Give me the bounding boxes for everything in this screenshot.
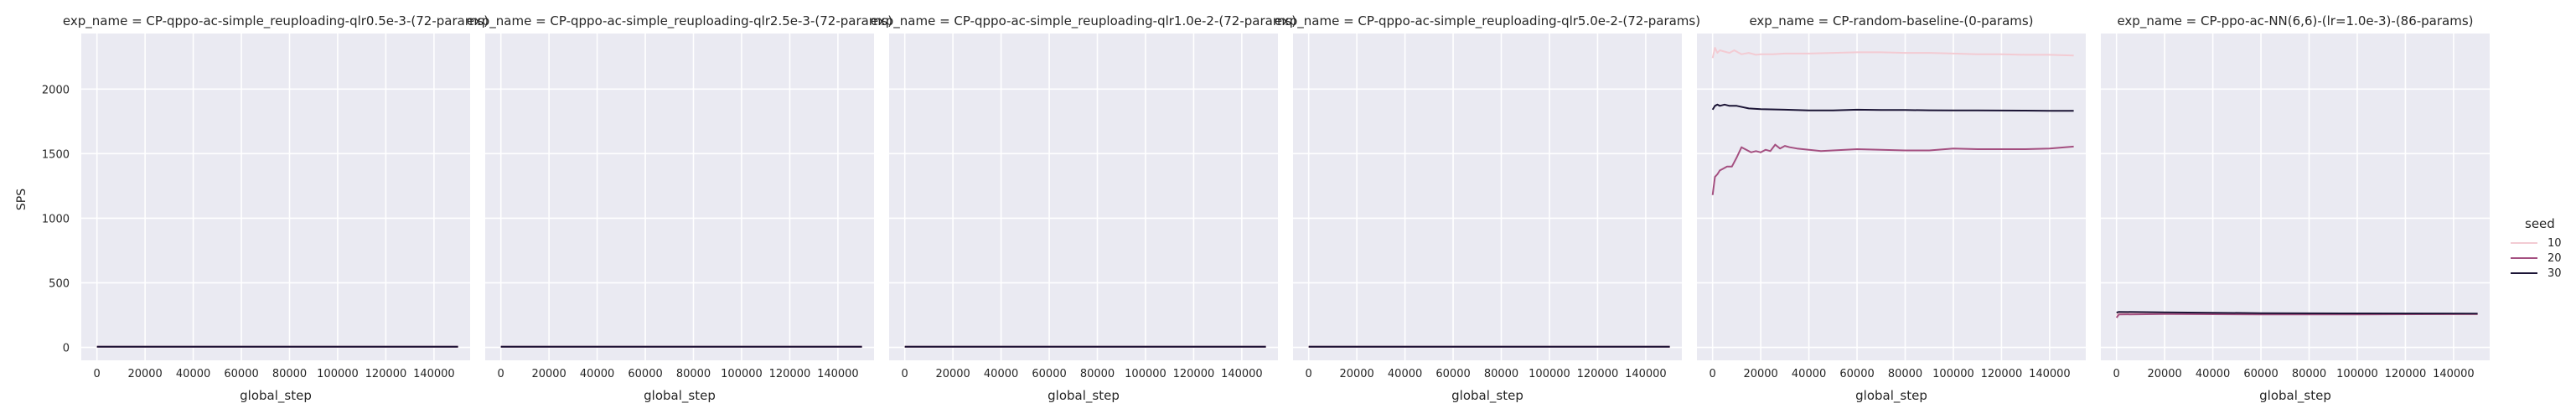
plot-area: [889, 34, 1278, 360]
series-line-seed-20: [1711, 143, 2074, 195]
x-tick-label: 120000: [769, 368, 811, 380]
x-tick-label: 80000: [2292, 368, 2326, 380]
x-tick-label: 0: [1306, 368, 1312, 380]
x-axis-label: global_step: [1047, 388, 1120, 404]
x-tick-label: 140000: [817, 368, 859, 380]
panel-title: exp_name = CP-qppo-ac-simple_reuploading…: [871, 13, 1296, 29]
x-tick-label: 20000: [1339, 368, 1373, 380]
x-axis-label: global_step: [644, 388, 716, 404]
plot-area: [1293, 34, 1682, 360]
x-axis-label: global_step: [2259, 388, 2331, 404]
x-tick-label: 100000: [721, 368, 763, 380]
legend-label: 20: [2548, 252, 2562, 265]
panel-title: exp_name = CP-qppo-ac-simple_reuploading…: [467, 13, 892, 29]
x-tick-label: 80000: [1080, 368, 1115, 380]
x-tick-label: 80000: [676, 368, 711, 380]
y-tick-label: 500: [49, 278, 70, 291]
x-tick-label: 60000: [224, 368, 258, 380]
x-tick-label: 120000: [365, 368, 407, 380]
x-tick-label: 140000: [1221, 368, 1263, 380]
legend: seed 10 20 30: [2511, 216, 2562, 280]
facet-panel: 0 20000 40000 60000 80000 100000 120000 140000 e…: [1697, 13, 2086, 404]
series-line-seed-10: [1711, 47, 2074, 59]
x-tick-label: 0: [2113, 368, 2120, 380]
plot-area: [485, 34, 874, 360]
x-tick-label: 60000: [1435, 368, 1470, 380]
x-tick-label: 60000: [628, 368, 662, 380]
plot-area: [1697, 34, 2086, 360]
x-axis-label: global_step: [1855, 388, 1927, 404]
x-tick-label: 100000: [1932, 368, 1974, 380]
x-tick-label: 80000: [1888, 368, 1922, 380]
x-tick-label: 80000: [1484, 368, 1518, 380]
legend-entries: 10 20 30: [2511, 237, 2562, 280]
series-line-seed-30: [2116, 311, 2478, 315]
y-axis-label: SPS: [15, 189, 28, 210]
panel-title: exp_name = CP-random-baseline-(0-params): [1749, 13, 2033, 29]
x-tick-label: 40000: [984, 368, 1018, 380]
facet-panel: 0 20000 40000 60000 80000 100000 120000 140000 e…: [467, 13, 892, 404]
x-tick-label: 140000: [2029, 368, 2071, 380]
x-tick-label: 0: [94, 368, 101, 380]
x-tick-label: 100000: [317, 368, 359, 380]
x-tick-label: 120000: [2385, 368, 2427, 380]
series-line-seed-20: [2115, 313, 2478, 318]
legend-label: 30: [2548, 267, 2562, 280]
x-axis-label: global_step: [1451, 388, 1523, 404]
x-tick-label: 100000: [1125, 368, 1166, 380]
x-tick-label: 120000: [1577, 368, 1619, 380]
x-tick-label: 60000: [1839, 368, 1874, 380]
plot-area: [2101, 34, 2490, 360]
x-tick-label: 0: [1710, 368, 1716, 380]
panel-title: exp_name = CP-ppo-ac-NN(6,6)-(lr=1.0e-3)…: [2117, 13, 2473, 29]
x-tick-label: 60000: [1032, 368, 1066, 380]
series-line-seed-30: [1711, 103, 2074, 112]
legend-label: 10: [2548, 237, 2562, 250]
x-tick-label: 20000: [1743, 368, 1777, 380]
y-tick-label: 0: [63, 343, 70, 355]
x-tick-label: 20000: [127, 368, 162, 380]
y-tick-label: 1500: [42, 148, 70, 161]
panel-title: exp_name = CP-qppo-ac-simple_reuploading…: [63, 13, 489, 29]
x-tick-label: 40000: [1388, 368, 1422, 380]
x-tick-label: 140000: [2433, 368, 2475, 380]
x-tick-label: 100000: [1529, 368, 1570, 380]
x-tick-label: 0: [498, 368, 504, 380]
x-tick-label: 40000: [580, 368, 614, 380]
facet-panel: 0 20000 40000 60000 80000 100000 120000 140000 e…: [2101, 13, 2490, 404]
x-tick-label: 60000: [2243, 368, 2278, 380]
x-tick-label: 120000: [1981, 368, 2023, 380]
x-tick-label: 100000: [2336, 368, 2378, 380]
y-tick-label: 1000: [42, 213, 70, 225]
x-tick-label: 20000: [935, 368, 970, 380]
x-tick-label: 140000: [413, 368, 455, 380]
panel-title: exp_name = CP-qppo-ac-simple_reuploading…: [1275, 13, 1700, 29]
x-tick-label: 120000: [1173, 368, 1215, 380]
x-tick-label: 140000: [1625, 368, 1667, 380]
x-tick-label: 20000: [2147, 368, 2181, 380]
x-tick-label: 40000: [176, 368, 210, 380]
facet-panel: 0 20000 40000 60000 80000 100000 120000 140000 e…: [871, 13, 1296, 404]
x-tick-label: 40000: [1792, 368, 1826, 380]
x-tick-label: 80000: [272, 368, 307, 380]
x-tick-label: 40000: [2196, 368, 2230, 380]
x-tick-label: 0: [902, 368, 908, 380]
x-tick-label: 20000: [531, 368, 566, 380]
y-tick-label: 2000: [42, 84, 70, 96]
facet-panel: 0 20000 40000 60000 80000 100000 120000 140000 e…: [1275, 13, 1700, 404]
legend-title: seed: [2525, 216, 2555, 231]
x-axis-label: global_step: [240, 388, 312, 404]
plot-area: [81, 34, 470, 360]
